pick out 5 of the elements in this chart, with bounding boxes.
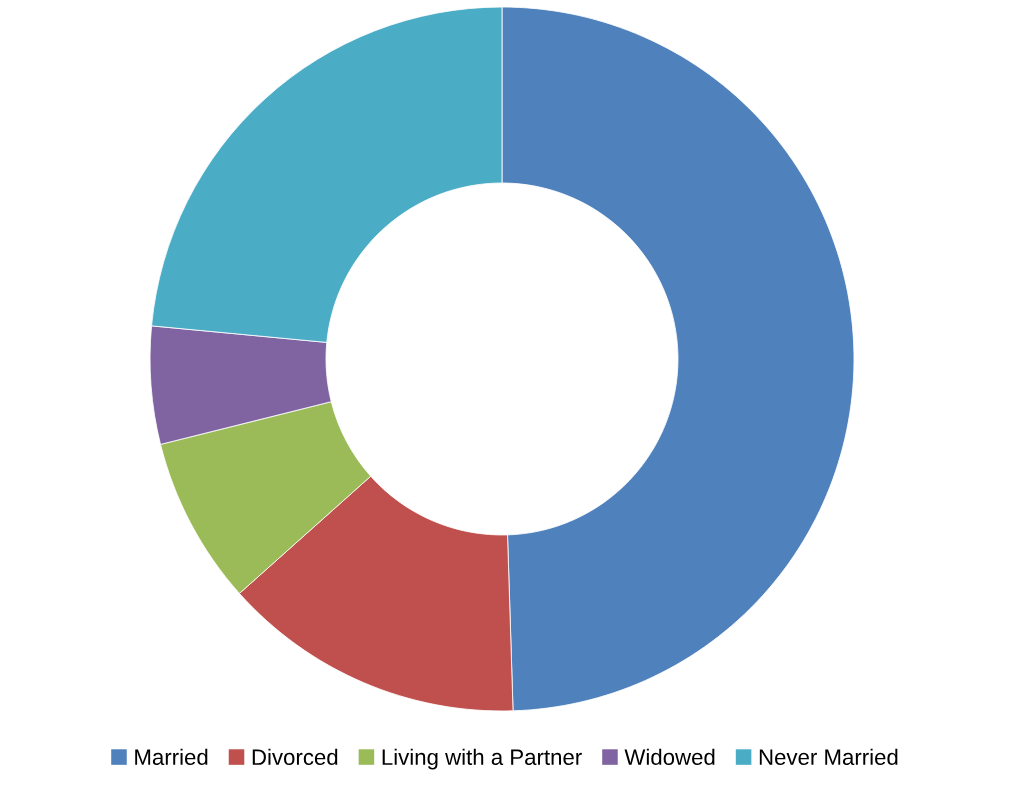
legend-label: Divorced (252, 748, 338, 766)
legend-label: Never Married (759, 748, 898, 766)
legend-label: Living with a Partner (382, 748, 582, 770)
legend-label: Married (135, 748, 208, 766)
legend-label: Widowed (624, 748, 715, 766)
